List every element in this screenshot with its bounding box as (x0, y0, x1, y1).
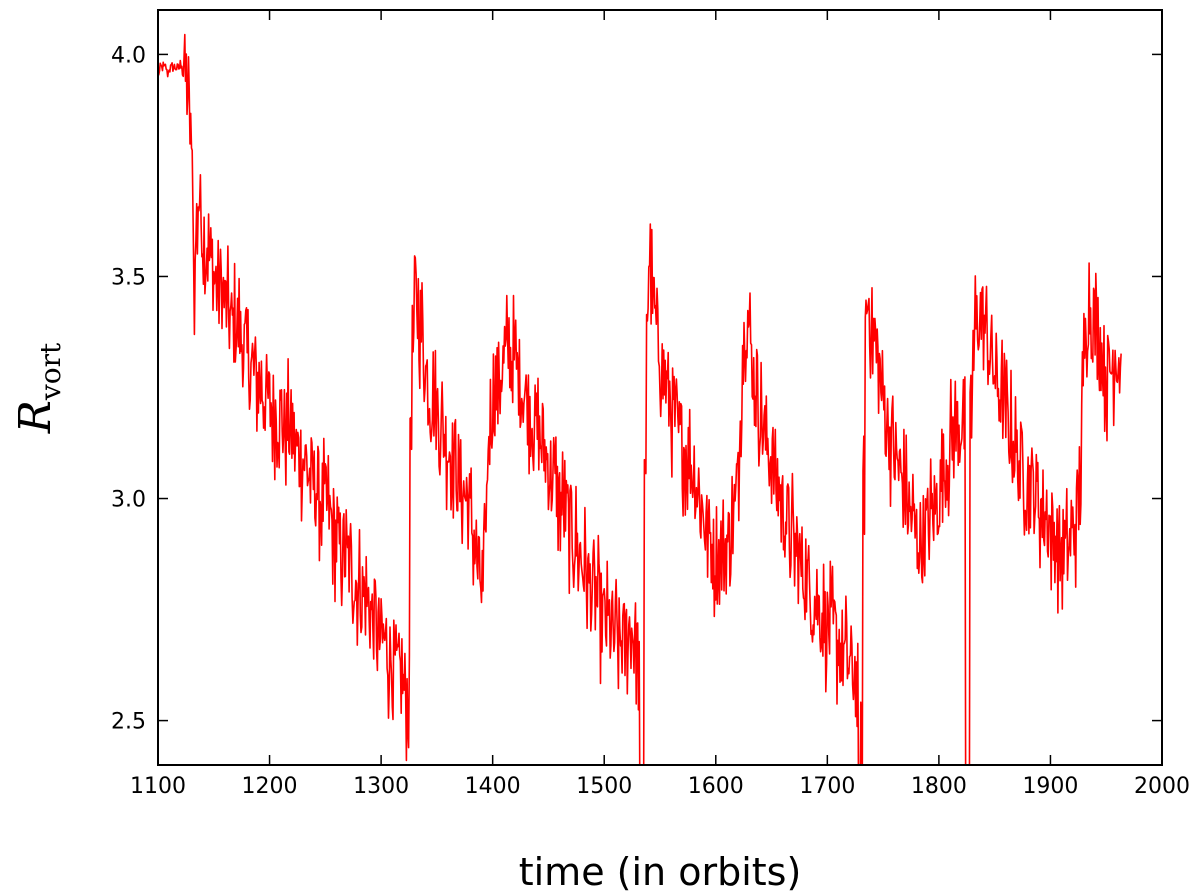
x-tick-label: 1100 (130, 774, 186, 799)
plot-area (158, 33, 1122, 765)
plot-frame (157, 9, 1163, 766)
x-tick-label: 1600 (688, 774, 744, 799)
x-tick-label: 1300 (353, 774, 409, 799)
x-tick-label: 1700 (799, 774, 855, 799)
x-tick-label: 1200 (242, 774, 298, 799)
y-axis-title-subscript: vort (34, 342, 67, 401)
y-axis-title-main: R (10, 400, 61, 434)
y-axis-title: Rvort (10, 342, 67, 434)
y-tick-label: 3.5 (111, 265, 146, 290)
y-tick-label: 3.0 (111, 488, 146, 513)
x-tick-label: 1400 (465, 774, 521, 799)
axis-ticks: 1100 1200 1300 1400 1500 1600 1700 1800 1900 2000… (111, 10, 1190, 799)
x-tick-label: 1500 (576, 774, 632, 799)
x-tick-label: 1800 (911, 774, 967, 799)
x-tick-label: 2000 (1134, 774, 1190, 799)
y-tick-label: 2.5 (111, 710, 146, 735)
x-axis-title: time (in orbits) (519, 850, 802, 894)
series-line (158, 33, 1122, 765)
y-tick-label: 4.0 (111, 43, 146, 68)
x-tick-label: 1900 (1022, 774, 1078, 799)
